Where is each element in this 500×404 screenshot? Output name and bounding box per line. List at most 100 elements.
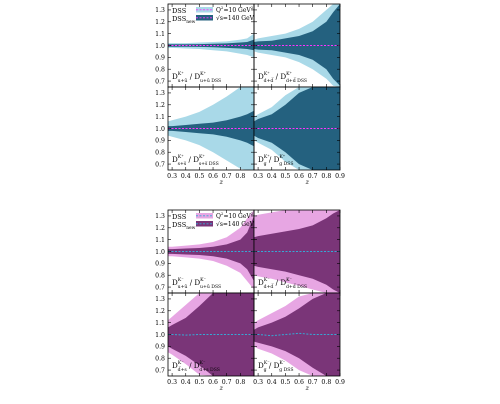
x-axis-label: z [219, 384, 224, 392]
panel-label-sup2: K⁺ [200, 71, 206, 77]
x-tick-label: 0.6 [294, 379, 304, 386]
x-tick-label: 0.4 [267, 379, 277, 386]
legend-entry-light-rest: =10 GeV [223, 7, 251, 14]
panel-label-sup2: K⁻ [279, 360, 285, 366]
legend-entry-dark: √s=140 GeV [216, 221, 255, 228]
legend-entry-light-sup: 2 [221, 5, 224, 10]
x-tick-label: 0.3 [167, 379, 177, 386]
panel-label: DK⁻ u+ū / DK⁻ u+ū DSS [172, 277, 221, 290]
panel-label-sup2: K⁺ [279, 154, 285, 160]
panel-label-sep: / D [267, 361, 280, 370]
x-tick-label: 0.7 [222, 379, 232, 386]
x-tick-label: 0.8 [321, 173, 331, 180]
panel-label-sep: / D [187, 72, 200, 81]
legend-entry-light: Q2=10 GeV2 [216, 211, 254, 220]
legend-entry-light-sup: 2 [221, 211, 224, 216]
panel-label: DK⁺ d+d̅ / DK⁺ d+d̅ DSS [258, 71, 307, 84]
panel-label-sep: / D [187, 278, 200, 287]
panel-label-sup: K⁻ [264, 277, 270, 283]
panel-label-sup2: K⁻ [200, 277, 206, 283]
y-tick-label: 0.8 [155, 67, 165, 74]
y-tick-label: 1.0 [155, 332, 165, 339]
y-tick-label: 1.0 [155, 43, 165, 50]
panel-3: 0.70.80.91.01.11.21.30.3 0.4 0.5 0.6 0.7 0.8z… [155, 86, 255, 186]
panel-label-sup: K⁺ [264, 154, 270, 160]
legend-entry-light-main: Q [216, 7, 221, 14]
x-tick-label: 0.4 [181, 173, 191, 180]
x-tick-label: 0.5 [194, 379, 204, 386]
panel-label-lead: D [258, 72, 264, 81]
legend-entry-light: Q2=10 GeV2 [216, 5, 254, 14]
panel-label-lead: D [258, 155, 264, 164]
y-tick-label: 0.8 [155, 273, 165, 280]
panel-label-sep: / D [186, 155, 199, 164]
panel-label: DK⁻ g / DK⁻ g DSS [258, 360, 294, 373]
panel-label-sep: / D [187, 361, 200, 370]
panel-label-sup: K⁺ [178, 154, 184, 160]
panel-label-sub2: d̅+s DSS [199, 365, 220, 373]
x-tick-label: 0.6 [208, 379, 218, 386]
y-tick-label: 1.0 [155, 126, 165, 133]
y-tick-label: 0.9 [155, 138, 165, 145]
x-tick-label: 0.7 [308, 379, 318, 386]
y-tick-label: 0.8 [155, 356, 165, 363]
panel-label-sub: u+ū [178, 284, 188, 290]
panel-label-sub2: d+d̅ DSS [286, 76, 307, 84]
y-tick-label: 1.2 [155, 19, 165, 26]
chart-group-1: 0.70.80.91.01.11.21.3DK⁺ u+ū / DK⁺ u+ū DSS… [155, 3, 345, 186]
y-tick-label: 0.7 [155, 161, 165, 168]
panel-label-sub: u+ū [178, 78, 188, 84]
panel-label-sub: d̅+s [178, 365, 188, 373]
panel-label-sup: K⁻ [178, 360, 184, 366]
panel-label-sub: g [264, 162, 267, 167]
band-dark [168, 215, 254, 282]
y-tick-label: 1.1 [155, 320, 165, 327]
panel-label-sub2: s+s̅ DSS [199, 160, 219, 167]
central-line [254, 332, 340, 337]
panel-label-lead: D [172, 72, 178, 81]
y-tick-label: 1.2 [155, 102, 165, 109]
x-axis-label: z [219, 178, 224, 186]
panel-label-sub2: g DSS [279, 161, 293, 167]
panel-label-lead: D [172, 155, 178, 164]
legend-dssnew: DSSnew [172, 15, 196, 25]
panel-label-sub2: g DSS [279, 367, 293, 373]
panel-label-sub2: u+ū DSS [200, 78, 221, 84]
x-tick-label: 0.9 [335, 379, 345, 386]
y-tick-label: 0.7 [155, 367, 165, 374]
y-tick-label: 0.9 [155, 55, 165, 62]
y-tick-label: 1.1 [155, 237, 165, 244]
panel-label-sub: s+s̅ [178, 160, 187, 167]
panel-1: 0.70.80.91.01.11.21.3DK⁻ u+ū / DK⁻ u+ū DSS [155, 209, 255, 294]
x-tick-label: 0.6 [294, 173, 304, 180]
legend-entry-light-rest-sup: 2 [251, 5, 254, 10]
panel-2: DK⁻ d+d̅ / DK⁻ d+d̅ DSS [253, 209, 341, 294]
y-tick-label: 0.7 [155, 78, 165, 85]
x-tick-label: 0.3 [253, 379, 263, 386]
x-tick-label: 0.4 [267, 173, 277, 180]
panel-label-sup: K⁻ [178, 277, 184, 283]
panel-label-sup2: K⁻ [200, 360, 206, 366]
y-tick-label: 0.9 [155, 261, 165, 268]
panel-label-sep: / D [273, 278, 286, 287]
y-tick-label: 1.0 [155, 249, 165, 256]
band-dark [254, 293, 340, 376]
legend-entry-light-rest-sup: 2 [251, 211, 254, 216]
y-tick-label: 1.3 [155, 213, 165, 220]
panel-label-sub: g [264, 368, 267, 373]
y-tick-label: 1.3 [155, 7, 165, 14]
x-tick-label: 0.5 [280, 379, 290, 386]
y-tick-label: 1.3 [155, 296, 165, 303]
panel-label-sup: K⁻ [264, 360, 270, 366]
panel-label: DK⁺ g / DK⁺ g DSS [258, 154, 294, 167]
x-axis-label: z [305, 178, 310, 186]
panel-label: DK⁻ d̅+s / DK⁻ d̅+s DSS [172, 360, 220, 373]
x-tick-label: 0.8 [321, 379, 331, 386]
panel-label-sub: d+d̅ [264, 282, 274, 290]
legend-entry-light-rest: =10 GeV [223, 213, 251, 220]
panel-3: 0.70.80.91.01.11.21.30.3 0.4 0.5 0.6 0.7 0.8z… [155, 292, 255, 392]
